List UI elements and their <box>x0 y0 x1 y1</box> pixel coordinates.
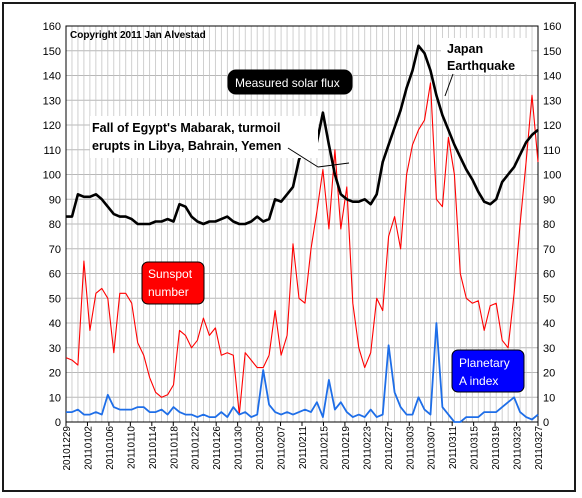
x-tick-label: 20110118 <box>169 426 180 469</box>
y-tick-label-left: 120 <box>43 120 61 132</box>
y-tick-label-left: 50 <box>49 293 61 305</box>
sunspot-label-line1: Sunspot <box>148 267 193 281</box>
y-tick-label-right: 140 <box>543 71 561 83</box>
y-tick-label-right: 110 <box>543 145 561 157</box>
y-tick-label-left: 30 <box>49 343 61 355</box>
japan-pointer-line <box>444 73 454 97</box>
y-tick-label-left: 40 <box>49 318 61 330</box>
a-index-label-line1: Planetary <box>459 356 510 370</box>
x-tick-label: 20110315 <box>470 426 481 470</box>
y-tick-label-right: 160 <box>543 21 561 33</box>
x-tick-label: 20110207 <box>277 426 288 470</box>
y-tick-label-left: 150 <box>43 46 61 58</box>
egypt-annotation-line2: erupts in Libya, Bahrain, Yemen <box>92 139 281 153</box>
x-tick-label: 20110102 <box>83 426 94 470</box>
x-tick-label: 20110303 <box>405 426 416 470</box>
y-tick-label-right: 60 <box>543 269 555 281</box>
y-tick-label-right: 10 <box>543 392 555 404</box>
x-tick-label: 20110227 <box>384 426 395 470</box>
japan-annotation-bg <box>441 38 531 74</box>
x-tick-label: 20110114 <box>148 426 159 469</box>
x-tick-label: 20110211 <box>298 426 309 469</box>
y-tick-label-right: 100 <box>543 170 561 182</box>
y-axis-right: 0 10 20 30 40 50 60 70 80 90 100 110 120 130 140 150 160 <box>543 21 561 429</box>
x-tick-label: 20110106 <box>105 426 116 470</box>
x-axis: 20101229 20110102 20110106 20110110 20110114… <box>62 422 545 471</box>
japan-annotation: Japan Earthquake <box>441 38 531 97</box>
y-tick-label-left: 100 <box>43 170 61 182</box>
x-tick-label: 20110319 <box>491 426 502 470</box>
egypt-annotation-line1: Fall of Egypt's Mabarak, turmoil <box>92 121 280 135</box>
y-tick-label-right: 0 <box>543 417 549 429</box>
y-tick-label-left: 20 <box>49 368 61 380</box>
a-index-label: Planetary A index <box>451 349 525 393</box>
x-tick-label: 20110215 <box>319 426 330 470</box>
x-tick-label: 20110311 <box>448 426 459 469</box>
sunspot-number-line <box>65 82 539 416</box>
y-tick-label-right: 130 <box>543 95 561 107</box>
egypt-pointer-line-1 <box>287 147 319 168</box>
x-tick-label: 20110323 <box>513 426 524 470</box>
y-tick-label-right: 70 <box>543 244 555 256</box>
y-tick-label-left: 70 <box>49 244 61 256</box>
a-index-line <box>66 322 539 423</box>
x-tick-label: 20110130 <box>234 426 245 470</box>
x-tick-label: 20110203 <box>255 426 266 470</box>
y-tick-label-left: 60 <box>49 269 61 281</box>
copyright-text: Copyright 2011 Jan Alvestad <box>70 30 206 41</box>
sunspot-label: Sunspot number <box>141 261 205 305</box>
y-tick-label-right: 40 <box>543 318 555 330</box>
egypt-pointer-line-2 <box>317 162 350 168</box>
y-tick-label-right: 30 <box>543 343 555 355</box>
x-tick-label: 20101229 <box>62 426 73 471</box>
y-tick-label-left: 0 <box>55 417 61 429</box>
y-tick-label-right: 150 <box>543 46 561 58</box>
y-tick-label-right: 120 <box>543 120 561 132</box>
y-tick-label-right: 90 <box>543 194 555 206</box>
egypt-annotation-bg <box>90 116 318 158</box>
y-tick-label-left: 130 <box>43 95 61 107</box>
y-tick-label-left: 80 <box>49 219 61 231</box>
japan-annotation-line1: Japan <box>447 42 483 56</box>
x-tick-label: 20110126 <box>212 426 223 470</box>
a-index-label-box <box>451 349 525 393</box>
y-tick-label-right: 20 <box>543 368 555 380</box>
y-tick-label-left: 90 <box>49 194 61 206</box>
y-axis-left: 0 10 20 30 40 50 60 70 80 90 100 110 120 130 140 150 160 <box>43 21 61 429</box>
solar-flux-label: Measured solar flux <box>227 69 353 95</box>
x-tick-label: 20110219 <box>341 426 352 470</box>
x-tick-label: 20110223 <box>362 426 373 470</box>
solar-flux-label-text: Measured solar flux <box>235 76 340 90</box>
y-tick-label-left: 160 <box>43 21 61 33</box>
x-tick-label: 20110307 <box>427 426 438 470</box>
x-tick-label: 20110110 <box>126 426 137 469</box>
y-tick-label-right: 80 <box>543 219 555 231</box>
y-tick-label-right: 50 <box>543 293 555 305</box>
y-tick-label-left: 140 <box>43 71 61 83</box>
sunspot-label-box <box>141 261 205 305</box>
a-index-label-line2: A index <box>459 374 498 388</box>
sunspot-label-line2: number <box>148 285 189 299</box>
y-tick-label-left: 110 <box>43 145 61 157</box>
egypt-annotation: Fall of Egypt's Mabarak, turmoil erupts … <box>90 116 350 168</box>
japan-annotation-line2: Earthquake <box>447 59 515 73</box>
solar-flux-label-box <box>227 69 353 95</box>
x-tick-label: 20110327 <box>534 426 545 470</box>
x-tick-label: 20110122 <box>191 426 202 470</box>
y-tick-label-left: 10 <box>49 392 61 404</box>
